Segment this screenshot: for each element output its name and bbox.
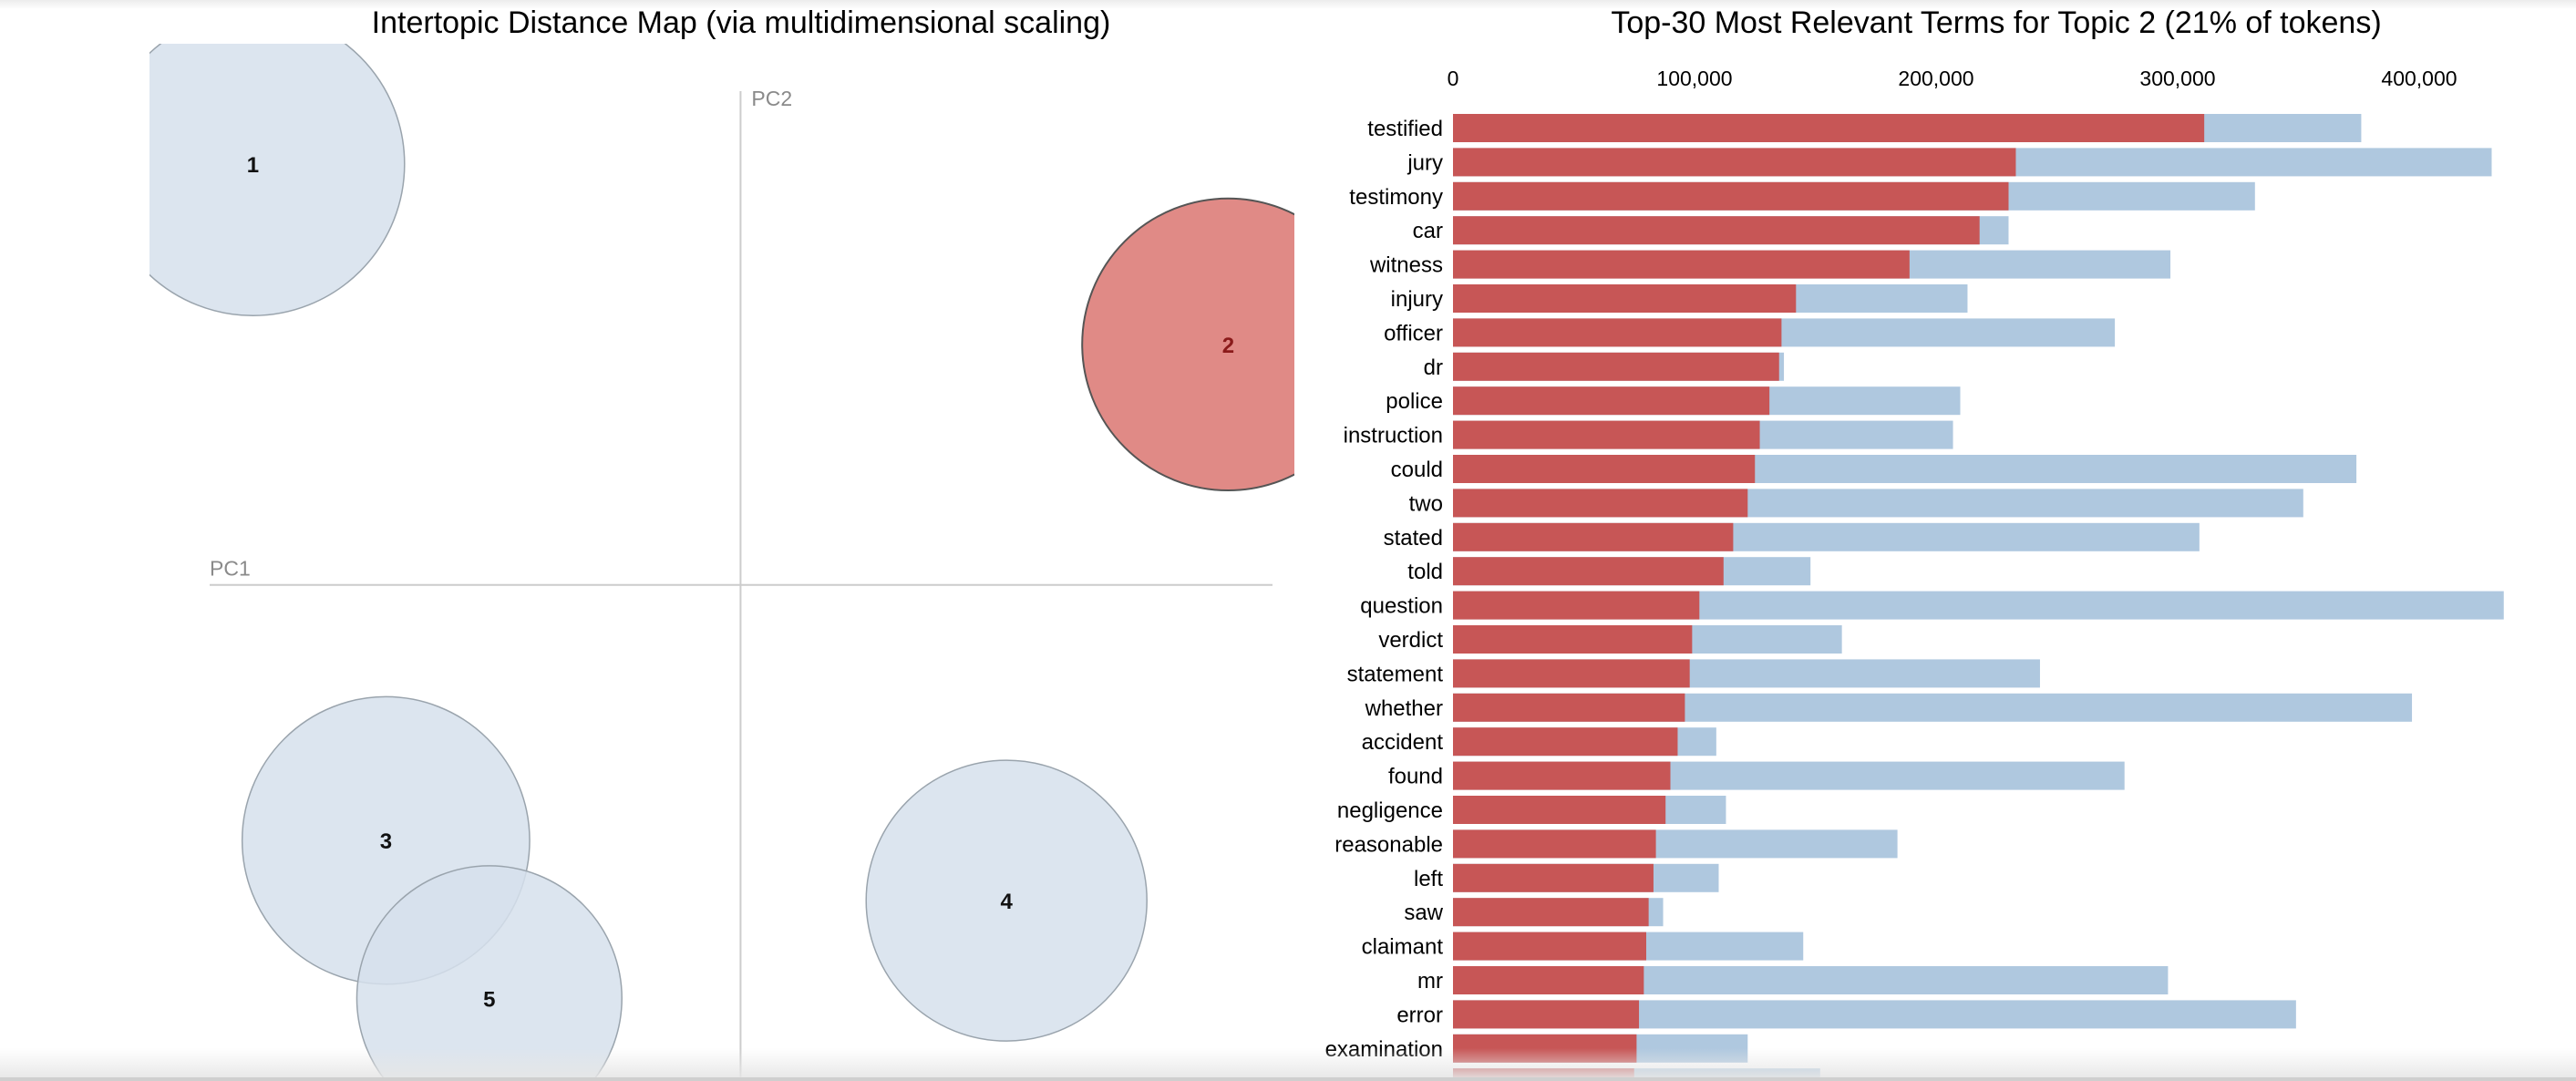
- topic-frequency-bar[interactable]: [1453, 250, 1910, 279]
- topic-frequency-bar[interactable]: [1453, 796, 1666, 824]
- term-label[interactable]: verdict: [1378, 628, 1443, 653]
- x-axis-ticks: 0 100,000 200,000 300,000 400,000: [1448, 67, 2458, 90]
- intertopic-map-title: Intertopic Distance Map (via multidimens…: [372, 5, 1111, 40]
- topic-frequency-bar[interactable]: [1453, 591, 1700, 620]
- topic-label-1: 1: [247, 153, 259, 178]
- topic-circle-4[interactable]: [865, 759, 1148, 1042]
- topic-frequency-bar[interactable]: [1453, 386, 1770, 416]
- term-label[interactable]: whether: [1365, 696, 1443, 721]
- topic-frequency-bar[interactable]: [1453, 863, 1654, 892]
- term-label[interactable]: testimony: [1349, 185, 1443, 210]
- topic-circles: 1 2 3 4 5: [101, 13, 1374, 1081]
- term-label[interactable]: question: [1360, 594, 1443, 619]
- topic-circle-2[interactable]: [1081, 197, 1374, 491]
- term-label[interactable]: statement: [1347, 662, 1444, 686]
- topic-label-5: 5: [483, 987, 495, 1012]
- topic-circle-5[interactable]: [355, 865, 623, 1081]
- term-label[interactable]: could: [1391, 458, 1443, 482]
- term-label[interactable]: car: [1413, 219, 1443, 243]
- topic-frequency-bar[interactable]: [1453, 659, 1690, 688]
- relevant-terms-bar-chart: 0 100,000 200,000 300,000 400,000 testified j…: [1325, 67, 2504, 1081]
- topic-frequency-bar[interactable]: [1453, 898, 1649, 927]
- term-label[interactable]: error: [1396, 1003, 1443, 1027]
- term-labels: testified jury testimony car witness injury of…: [1325, 117, 1444, 1062]
- topic-frequency-bar[interactable]: [1453, 829, 1656, 859]
- pc1-axis-label: PC1: [210, 557, 251, 581]
- x-tick-label: 300,000: [2139, 67, 2215, 90]
- top-shade: [0, 0, 2576, 9]
- topic-label-2: 2: [1222, 334, 1234, 358]
- topic-frequency-bar[interactable]: [1453, 318, 1782, 347]
- topic-frequency-bar[interactable]: [1453, 1000, 1640, 1029]
- topic-frequency-bar[interactable]: [1453, 148, 2016, 177]
- topic-frequency-bar[interactable]: [1453, 932, 1646, 961]
- topic-frequency-bar[interactable]: [1453, 181, 2009, 211]
- topic-frequency-bar[interactable]: [1453, 420, 1760, 449]
- topic-frequency-bar[interactable]: [1453, 625, 1693, 654]
- term-label[interactable]: injury: [1391, 287, 1443, 312]
- pc2-axis-label: PC2: [751, 87, 792, 110]
- term-label[interactable]: instruction: [1344, 424, 1443, 448]
- topic-frequency-bar[interactable]: [1453, 216, 1980, 245]
- term-label[interactable]: dr: [1424, 355, 1443, 380]
- topic-frequency-bar[interactable]: [1453, 489, 1748, 518]
- term-label[interactable]: claimant: [1362, 935, 1444, 960]
- term-label[interactable]: told: [1407, 560, 1443, 584]
- term-label[interactable]: two: [1409, 491, 1443, 516]
- x-tick-label: 100,000: [1656, 67, 1732, 90]
- bottom-edge: [0, 1077, 2576, 1081]
- term-label[interactable]: left: [1414, 867, 1443, 891]
- term-label[interactable]: jury: [1406, 150, 1443, 175]
- term-label[interactable]: accident: [1362, 730, 1444, 755]
- x-tick-label: 200,000: [1898, 67, 1973, 90]
- term-label[interactable]: police: [1386, 389, 1443, 414]
- relevant-terms-title: Top-30 Most Relevant Terms for Topic 2 (…: [1611, 5, 2381, 40]
- term-label[interactable]: reasonable: [1334, 832, 1443, 857]
- topic-label-3: 3: [380, 829, 392, 854]
- term-label[interactable]: stated: [1384, 526, 1443, 551]
- topic-frequency-bar[interactable]: [1453, 761, 1671, 790]
- topic-label-4: 4: [1001, 890, 1014, 914]
- term-label[interactable]: testified: [1367, 117, 1443, 141]
- bottom-shade: [0, 1048, 2576, 1081]
- term-label[interactable]: saw: [1404, 901, 1443, 925]
- topic-frequency-bar[interactable]: [1453, 284, 1797, 313]
- x-tick-label: 400,000: [2381, 67, 2457, 90]
- topic-frequency-bar[interactable]: [1453, 114, 2205, 142]
- x-tick-label: 0: [1448, 67, 1459, 90]
- topic-frequency-bar[interactable]: [1453, 455, 1756, 483]
- term-bars: [1453, 114, 2504, 1081]
- topic-frequency-bar[interactable]: [1453, 727, 1678, 757]
- topic-circle-1[interactable]: [101, 13, 406, 316]
- term-label[interactable]: found: [1388, 765, 1443, 789]
- topic-frequency-bar[interactable]: [1453, 557, 1724, 586]
- term-label[interactable]: mr: [1417, 969, 1443, 993]
- term-label[interactable]: witness: [1369, 253, 1443, 278]
- intertopic-distance-map: PC1 PC2 1 2 3 4 5: [101, 13, 1374, 1081]
- topic-frequency-bar[interactable]: [1453, 966, 1644, 994]
- topic-frequency-bar[interactable]: [1453, 352, 1779, 381]
- topic-frequency-bar[interactable]: [1453, 693, 1685, 722]
- term-label[interactable]: officer: [1384, 321, 1443, 345]
- topic-frequency-bar[interactable]: [1453, 522, 1734, 551]
- term-label[interactable]: negligence: [1337, 798, 1443, 823]
